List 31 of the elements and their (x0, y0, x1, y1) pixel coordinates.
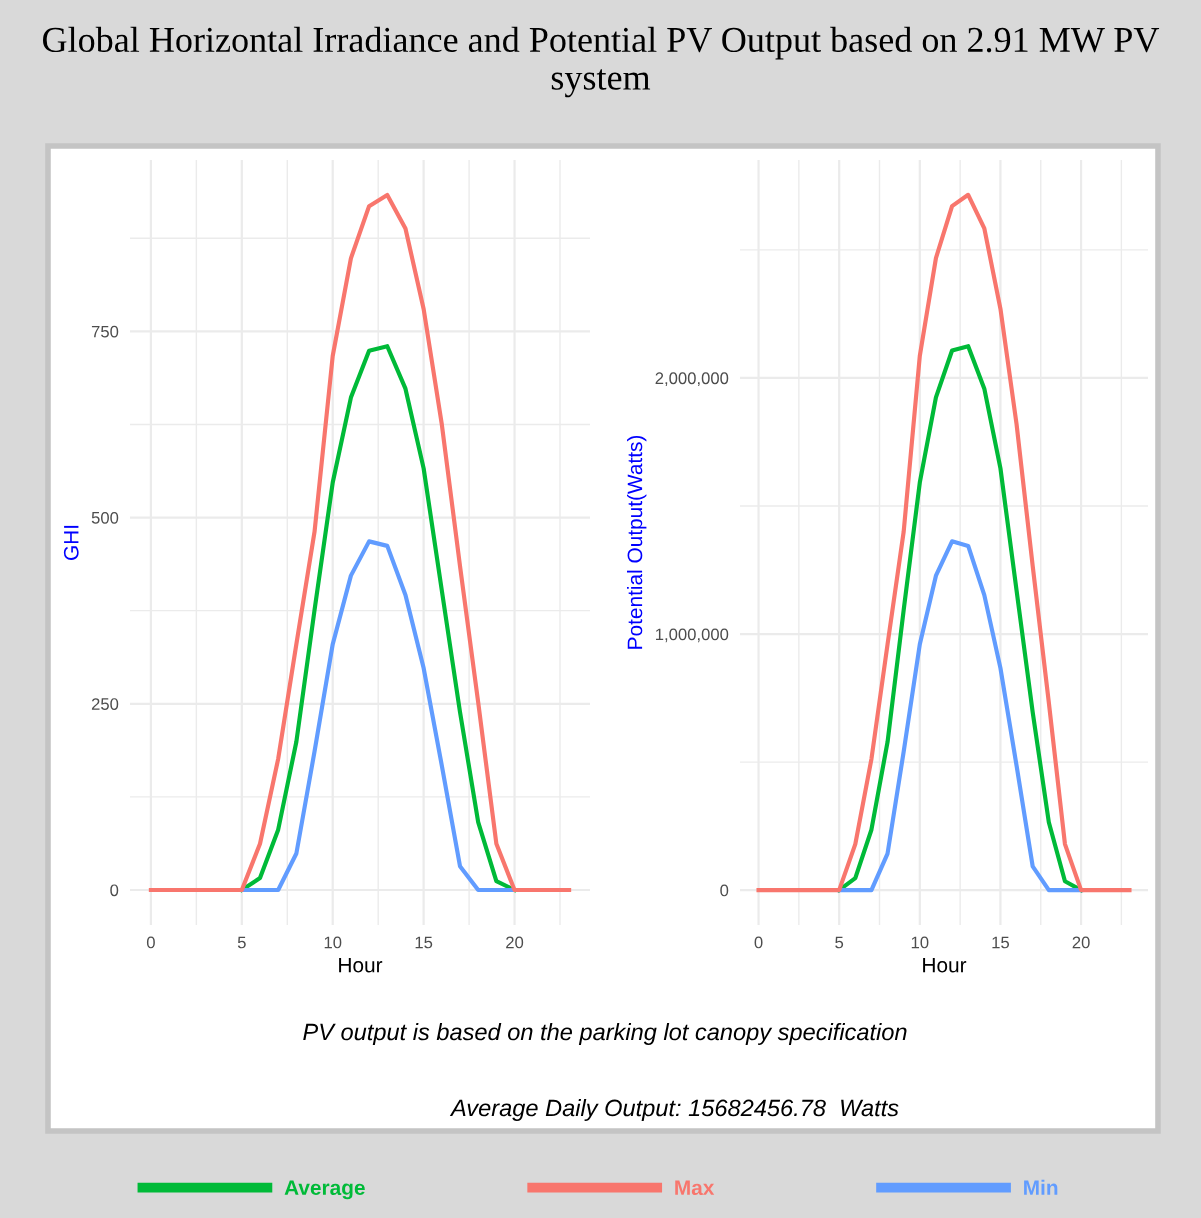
text: Max (675, 1180, 715, 1196)
line-series (756, 192, 1132, 893)
text: Min (1024, 1179, 1058, 1195)
chart-title: Global Horizontal Irradiance and Potential PV Output based on 2.91 MW PV system (43, 26, 1160, 98)
y-axis-title: GHI (63, 525, 79, 560)
x-tick-label: 5 (237, 936, 246, 949)
x-tick-label: 5 (835, 936, 844, 949)
x-tick-label: 10 (911, 936, 929, 949)
x-tick-label: 15 (415, 936, 433, 949)
y-tick-label: 2,000,000 (655, 372, 729, 387)
y-tick-label: 0 (720, 884, 729, 897)
y-tick-label: 250 (91, 698, 119, 710)
y-tick-label: 1,000,000 (656, 628, 729, 643)
x-tick-label: 10 (324, 936, 342, 949)
x-tick-label: 0 (754, 936, 763, 949)
x-axis-title: Hour (339, 957, 383, 973)
line-series (837, 344, 1084, 893)
y-tick-label: 750 (91, 325, 119, 338)
y-tick-label: 0 (110, 884, 119, 897)
y-tick-label: 500 (91, 511, 119, 524)
x-tick-label: 20 (1072, 936, 1090, 949)
y-axis-title: Potential Output(Watts) (627, 435, 647, 649)
text: Average (284, 1180, 365, 1200)
x-tick-label: 0 (146, 936, 155, 949)
text: PV output is based on the parking lot canopy specification (303, 1022, 907, 1046)
text: Average Daily Output: 15682456.78 Watts (449, 1098, 899, 1122)
x-axis-title: Hour (923, 957, 967, 973)
x-tick-label: 20 (506, 936, 524, 949)
x-tick-label: 15 (992, 936, 1010, 949)
line-series (239, 344, 517, 893)
line-series (148, 192, 572, 893)
